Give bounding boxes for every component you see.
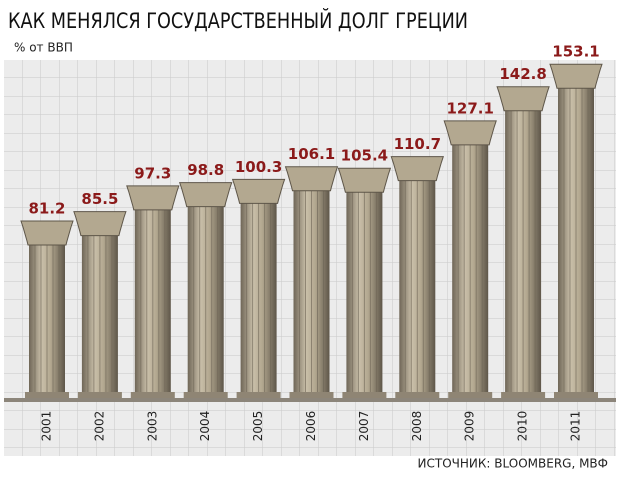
x-tick-label: 2001 [40,411,54,442]
column-base [342,392,387,398]
data-label: 142.8 [499,65,546,83]
column-capital [284,166,339,192]
x-tick-label: 2007 [357,411,371,442]
column-base [25,392,69,398]
x-tick-label: 2003 [145,411,159,442]
column-capital [231,178,286,204]
data-label: 153.1 [552,43,599,61]
x-tick-label: 2009 [463,411,477,442]
source-note: ИСТОЧНИК: BLOOMBERG, МВФ [418,457,608,471]
column-capital [179,182,233,208]
chart-title: КАК МЕНЯЛСЯ ГОСУДАРСТВЕННЫЙ ДОЛГ ГРЕЦИИ [8,8,468,33]
x-tick-label: 2002 [92,411,106,442]
column-base [448,392,493,398]
column-base [183,392,228,398]
plot-area: 81.2 2001 85.5 2002 97.3 2003 98.8 2004 100.3 200… [20,43,603,442]
x-tick-label: 2004 [198,411,212,442]
data-label: 106.1 [288,145,335,163]
data-label: 97.3 [134,164,171,182]
column-base [130,392,175,398]
x-tick-label: 2010 [516,411,530,442]
column-capital [126,185,180,211]
data-label: 81.2 [28,199,65,217]
column-capital [443,120,497,146]
column-capital [549,63,603,89]
column-base [289,392,334,398]
column-base [501,392,546,398]
chart-subtitle: % от ВВП [14,41,73,55]
column-capital [20,220,74,246]
data-label: 127.1 [446,99,493,117]
column-capital [390,156,444,182]
x-tick-label: 2011 [569,411,583,442]
data-label: 110.7 [394,135,441,153]
column-base [554,392,598,398]
data-label: 105.4 [341,147,388,165]
column-capital [337,167,392,193]
column-capital [73,211,127,237]
column-capital [496,86,550,112]
data-label: 100.3 [235,158,282,176]
data-label: 98.8 [187,161,224,179]
column-base [236,392,281,398]
ground [4,398,616,402]
x-tick-label: 2006 [304,411,318,442]
x-tick-label: 2008 [410,411,424,442]
data-label: 85.5 [81,190,118,208]
column-base [77,392,122,398]
column-base [395,392,440,398]
x-tick-label: 2005 [251,411,265,442]
